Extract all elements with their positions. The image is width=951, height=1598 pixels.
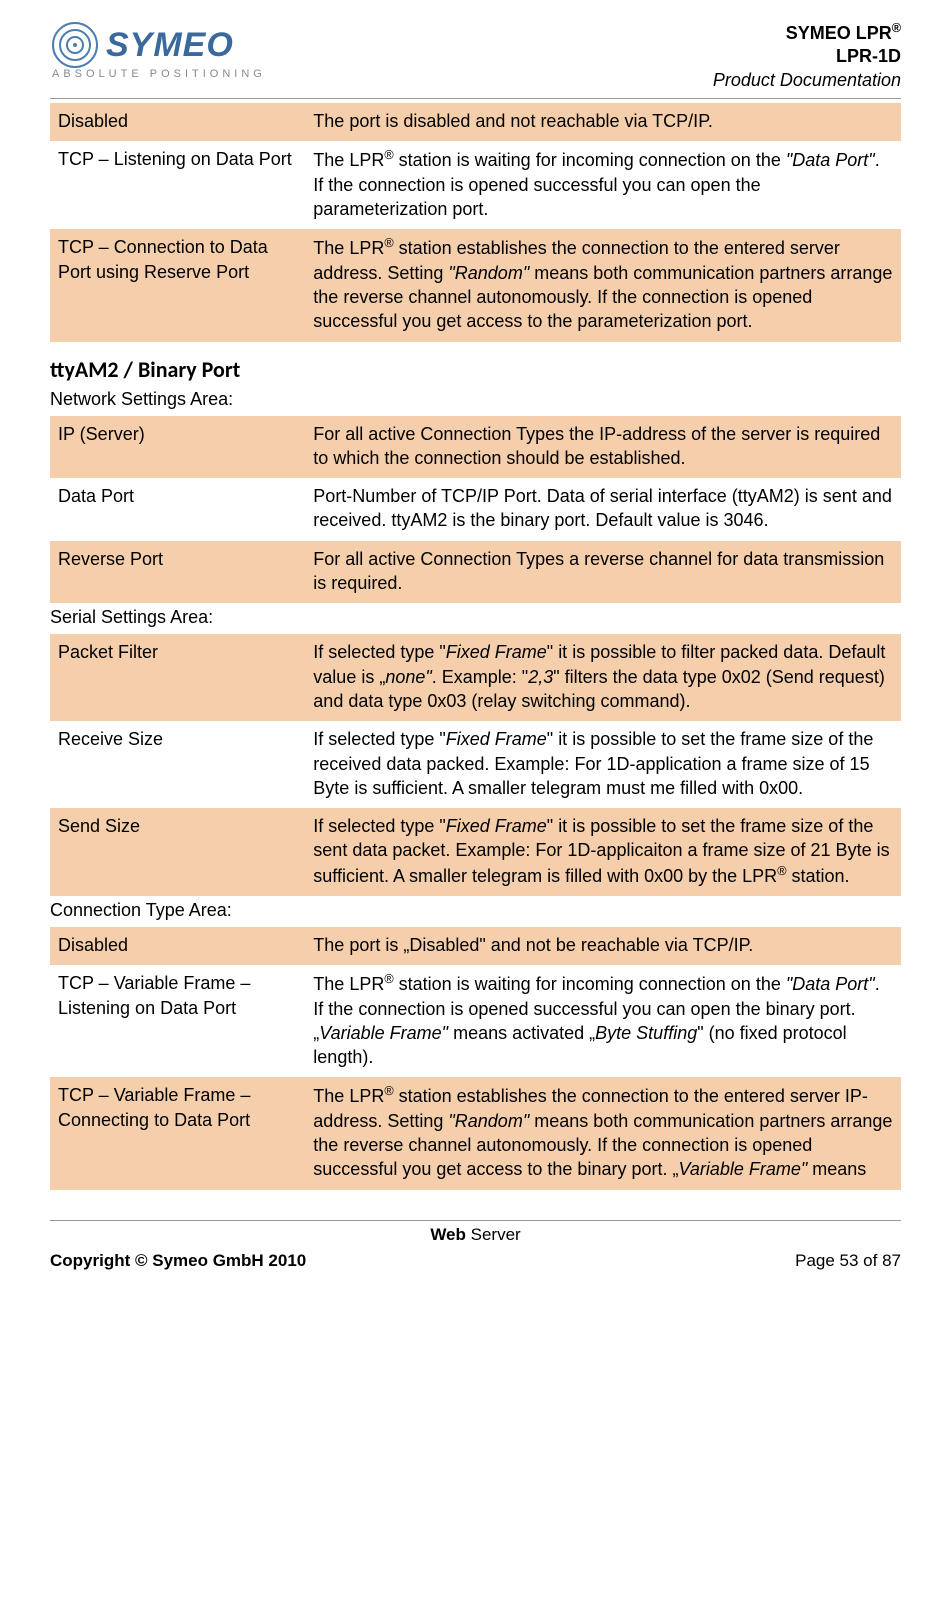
table-cell-description: If selected type "Fixed Frame" it is pos… xyxy=(305,634,901,721)
header-line2: LPR-1D xyxy=(713,45,901,68)
section-heading-ttyam2: ttyAM2 / Binary Port xyxy=(50,356,901,383)
table-cell-description: The port is disabled and not reachable v… xyxy=(305,103,901,141)
header-line1-sup: ® xyxy=(892,21,901,35)
table-row: TCP – Listening on Data PortThe LPR® sta… xyxy=(50,141,901,229)
table-row: IP (Server)For all active Connection Typ… xyxy=(50,416,901,479)
table-cell-description: The LPR® station is waiting for incoming… xyxy=(305,965,901,1077)
footer-center-rest: Server xyxy=(466,1225,521,1244)
header-right: SYMEO LPR® LPR-1D Product Documentation xyxy=(713,20,901,92)
table-cell-label: TCP – Listening on Data Port xyxy=(50,141,305,229)
table-cell-label: TCP – Variable Frame – Connecting to Dat… xyxy=(50,1077,305,1189)
page-footer: Web Server Copyright © Symeo GmbH 2010 P… xyxy=(50,1220,901,1271)
header-line1: SYMEO LPR xyxy=(786,23,892,43)
page-header: SYMEO ABSOLUTE POSITIONING SYMEO LPR® LP… xyxy=(50,20,901,99)
table-row: DisabledThe port is „Disabled" and not b… xyxy=(50,927,901,965)
table-connection-type: DisabledThe port is „Disabled" and not b… xyxy=(50,927,901,1190)
sub-label-connection: Connection Type Area: xyxy=(50,900,901,921)
sub-label-serial: Serial Settings Area: xyxy=(50,607,901,628)
table-row: DisabledThe port is disabled and not rea… xyxy=(50,103,901,141)
table-cell-description: If selected type "Fixed Frame" it is pos… xyxy=(305,808,901,896)
table-cell-label: Packet Filter xyxy=(50,634,305,721)
logo-text: SYMEO xyxy=(106,26,234,65)
table-network-settings: IP (Server)For all active Connection Typ… xyxy=(50,416,901,604)
table-row: TCP – Variable Frame – Connecting to Dat… xyxy=(50,1077,901,1189)
table-row: Reverse PortFor all active Connection Ty… xyxy=(50,541,901,604)
table-row: Send SizeIf selected type "Fixed Frame" … xyxy=(50,808,901,896)
table-cell-label: Disabled xyxy=(50,103,305,141)
table-row: Packet FilterIf selected type "Fixed Fra… xyxy=(50,634,901,721)
table-cell-label: Data Port xyxy=(50,478,305,541)
table-cell-description: The LPR® station is waiting for incoming… xyxy=(305,141,901,229)
header-line3: Product Documentation xyxy=(713,69,901,92)
table-row: TCP – Connection to Data Port using Rese… xyxy=(50,229,901,341)
logo-block: SYMEO ABSOLUTE POSITIONING xyxy=(50,20,266,80)
table-cell-label: Disabled xyxy=(50,927,305,965)
table-cell-label: TCP – Variable Frame – Listening on Data… xyxy=(50,965,305,1077)
table-cell-label: Send Size xyxy=(50,808,305,896)
table-connection-type-top: DisabledThe port is disabled and not rea… xyxy=(50,103,901,341)
table-cell-label: Reverse Port xyxy=(50,541,305,604)
table-cell-label: TCP – Connection to Data Port using Rese… xyxy=(50,229,305,341)
table-row: Receive SizeIf selected type "Fixed Fram… xyxy=(50,721,901,808)
table-cell-description: For all active Connection Types a revers… xyxy=(305,541,901,604)
table-cell-description: For all active Connection Types the IP-a… xyxy=(305,416,901,479)
table-cell-description: The LPR® station establishes the connect… xyxy=(305,229,901,341)
table-cell-description: Port-Number of TCP/IP Port. Data of seri… xyxy=(305,478,901,541)
footer-center-bold: Web xyxy=(430,1225,466,1244)
logo-icon xyxy=(50,20,100,70)
table-serial-settings: Packet FilterIf selected type "Fixed Fra… xyxy=(50,634,901,896)
table-row: TCP – Variable Frame – Listening on Data… xyxy=(50,965,901,1077)
table-cell-label: Receive Size xyxy=(50,721,305,808)
table-row: Data PortPort-Number of TCP/IP Port. Dat… xyxy=(50,478,901,541)
footer-center: Web Server xyxy=(50,1225,901,1245)
table-cell-description: If selected type "Fixed Frame" it is pos… xyxy=(305,721,901,808)
logo-subtitle: ABSOLUTE POSITIONING xyxy=(52,68,266,80)
sub-label-network: Network Settings Area: xyxy=(50,389,901,410)
table-cell-label: IP (Server) xyxy=(50,416,305,479)
table-cell-description: The LPR® station establishes the connect… xyxy=(305,1077,901,1189)
footer-page-number: Page 53 of 87 xyxy=(795,1251,901,1271)
table-cell-description: The port is „Disabled" and not be reacha… xyxy=(305,927,901,965)
footer-copyright: Copyright © Symeo GmbH 2010 xyxy=(50,1251,306,1271)
